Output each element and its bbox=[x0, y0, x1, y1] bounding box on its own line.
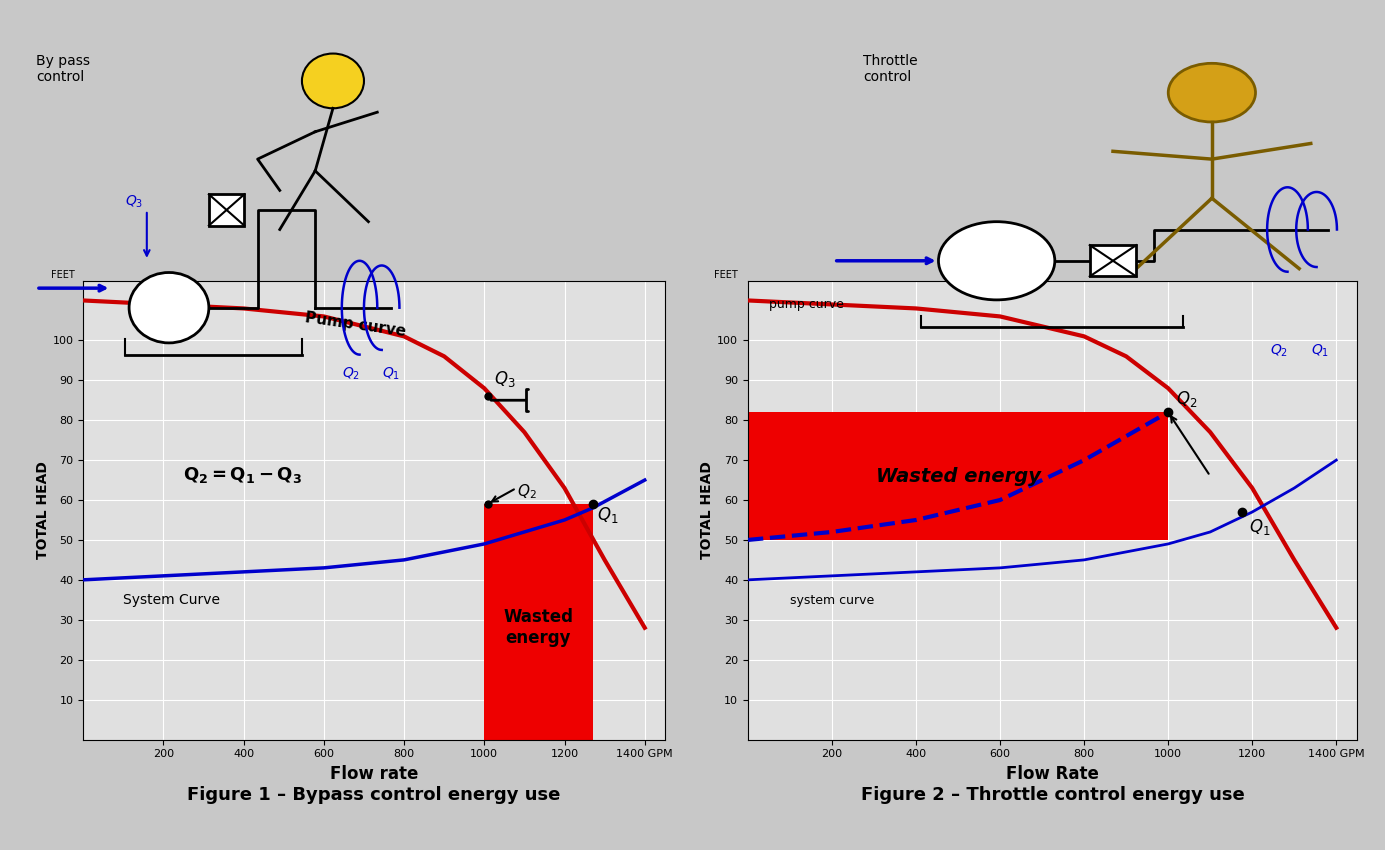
Text: $Q_2$: $Q_2$ bbox=[517, 482, 537, 501]
Text: pump curve: pump curve bbox=[769, 298, 843, 311]
Text: Wasted
energy: Wasted energy bbox=[503, 609, 573, 647]
Text: $Q_1$: $Q_1$ bbox=[1249, 517, 1271, 537]
Text: $Q_3$: $Q_3$ bbox=[494, 369, 515, 389]
Text: Pump curve: Pump curve bbox=[303, 310, 407, 339]
Bar bbox=[748, 412, 1168, 540]
Text: $Q_1$: $Q_1$ bbox=[382, 366, 400, 383]
Bar bbox=[485, 504, 593, 740]
Text: $Q_2$: $Q_2$ bbox=[1176, 389, 1197, 409]
Circle shape bbox=[939, 222, 1055, 300]
Text: Figure 1 – Bypass control energy use: Figure 1 – Bypass control energy use bbox=[187, 786, 561, 804]
Text: System Curve: System Curve bbox=[123, 592, 220, 607]
Bar bbox=[1090, 245, 1136, 276]
Text: system curve: system curve bbox=[789, 594, 874, 607]
Text: $Q_3$: $Q_3$ bbox=[125, 194, 143, 211]
Text: $Q_1$: $Q_1$ bbox=[597, 505, 619, 525]
Text: By pass
control: By pass control bbox=[36, 54, 90, 84]
Text: Wasted energy: Wasted energy bbox=[875, 467, 1040, 485]
X-axis label: Flow rate: Flow rate bbox=[330, 765, 418, 783]
Circle shape bbox=[302, 54, 364, 108]
Text: $\mathbf{Q_2 = Q_1 - Q_3}$: $\mathbf{Q_2 = Q_1 - Q_3}$ bbox=[183, 465, 302, 485]
Text: FEET: FEET bbox=[51, 270, 75, 280]
Text: $Q_2$: $Q_2$ bbox=[1270, 343, 1288, 359]
Circle shape bbox=[1168, 64, 1255, 122]
Y-axis label: TOTAL HEAD: TOTAL HEAD bbox=[36, 461, 50, 559]
Text: FEET: FEET bbox=[715, 270, 738, 280]
X-axis label: Flow Rate: Flow Rate bbox=[1006, 765, 1100, 783]
Y-axis label: TOTAL HEAD: TOTAL HEAD bbox=[701, 461, 715, 559]
Text: Figure 2 – Throttle control energy use: Figure 2 – Throttle control energy use bbox=[860, 786, 1245, 804]
Text: Throttle
control: Throttle control bbox=[863, 54, 917, 84]
Circle shape bbox=[129, 273, 209, 343]
Text: $Q_1$: $Q_1$ bbox=[1310, 343, 1330, 359]
Text: $Q_2$: $Q_2$ bbox=[342, 366, 360, 383]
Bar bbox=[209, 195, 244, 225]
